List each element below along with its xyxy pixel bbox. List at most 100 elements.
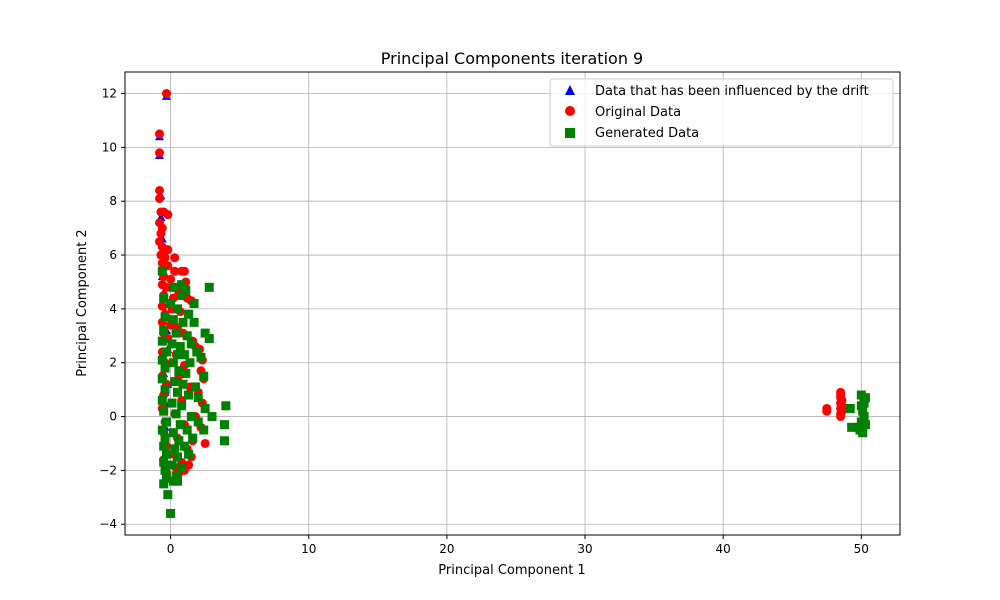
generated-point (179, 350, 189, 360)
generated-point (181, 285, 191, 295)
generated-point (170, 377, 180, 387)
generated-point (168, 315, 178, 325)
generated-point (184, 390, 194, 400)
original-point (157, 301, 167, 311)
generated-point (179, 441, 189, 451)
original-point (822, 403, 832, 413)
original-point (155, 194, 165, 204)
generated-point (157, 336, 167, 346)
data-points (155, 89, 870, 518)
generated-point (172, 304, 182, 314)
generated-point (192, 347, 202, 357)
generated-point (175, 420, 185, 430)
generated-point (189, 317, 199, 327)
generated-point (157, 374, 167, 384)
generated-point (858, 406, 868, 416)
generated-point (160, 433, 170, 443)
original-point (166, 274, 176, 284)
generated-point (193, 393, 203, 403)
legend-triangle-marker (565, 85, 575, 95)
y-tick-label: −2 (99, 463, 117, 477)
generated-point (159, 457, 169, 467)
x-tick-label: 40 (716, 542, 731, 556)
generated-point (207, 412, 217, 422)
x-axis-label: Principal Component 1 (438, 563, 585, 578)
x-tick-label: 50 (854, 542, 869, 556)
generated-point (168, 358, 178, 368)
generated-point (168, 282, 178, 292)
y-axis-label: Principal Component 2 (75, 229, 90, 376)
generated-point (167, 398, 177, 408)
legend-label-original: Original Data (595, 105, 681, 120)
legend: Data that has been influenced by the dri… (549, 78, 894, 147)
generated-point (177, 401, 187, 411)
generated-point (221, 401, 231, 411)
y-tick-label: 0 (109, 410, 117, 424)
original-point (170, 266, 180, 276)
original-point (836, 387, 846, 397)
generated-point (174, 436, 184, 446)
generated-point (160, 312, 170, 322)
plot-frame (124, 71, 901, 536)
generated-point (181, 368, 191, 378)
generated-point (172, 452, 182, 462)
x-tick-label: 0 (167, 542, 175, 556)
axis-ticks: 0 10 20 30 40 50 −4 −2 0 2 4 6 8 10 12 (99, 87, 869, 556)
generated-point (172, 350, 182, 360)
generated-point (858, 428, 868, 438)
generated-point (200, 328, 210, 338)
y-tick-label: 10 (102, 140, 117, 154)
generated-point (160, 385, 170, 395)
generated-point (166, 299, 176, 308)
legend-circle-marker (565, 106, 575, 116)
generated-point (157, 266, 167, 276)
generated-point (161, 449, 171, 459)
generated-point (860, 420, 870, 430)
original-point (155, 185, 165, 195)
generated-point (190, 382, 200, 392)
generated-point (184, 449, 194, 459)
legend-label-generated: Generated Data (595, 126, 699, 141)
generated-point (160, 465, 170, 475)
y-tick-label: 2 (109, 356, 117, 370)
generated-point (159, 406, 169, 416)
original-point (155, 129, 165, 139)
generated-point (196, 352, 206, 362)
generated-point (177, 463, 187, 473)
generated-point (177, 280, 187, 290)
generated-point (171, 471, 181, 481)
generated-point (199, 371, 209, 381)
generated-point (170, 444, 180, 454)
legend-box (549, 78, 894, 147)
generated-point (219, 420, 229, 430)
generated-point (168, 428, 178, 438)
generated-point (186, 339, 196, 349)
legend-label-drift: Data that has been influenced by the dri… (595, 84, 869, 99)
generated-point (167, 339, 177, 349)
generated-point (172, 387, 182, 397)
generated-point (856, 401, 866, 411)
original-point (179, 266, 189, 276)
original-point (161, 89, 171, 99)
original-point (200, 438, 210, 448)
generated-point (174, 366, 184, 376)
generated-point (185, 358, 195, 368)
original-point (155, 148, 165, 158)
original-point (163, 210, 173, 220)
generated-point (859, 395, 869, 405)
generated-point (847, 422, 857, 432)
generated-point (160, 363, 170, 373)
generated-point (157, 355, 167, 365)
generated-point (177, 290, 187, 300)
generated-point (859, 412, 869, 422)
generated-point (171, 328, 181, 338)
generated-point (199, 425, 209, 435)
original-point (156, 229, 166, 239)
generated-point (204, 282, 214, 292)
generated-point (182, 331, 192, 341)
generated-point (166, 508, 176, 518)
generated-point (157, 395, 167, 405)
generated-point (161, 347, 171, 357)
generated-point (193, 417, 203, 427)
